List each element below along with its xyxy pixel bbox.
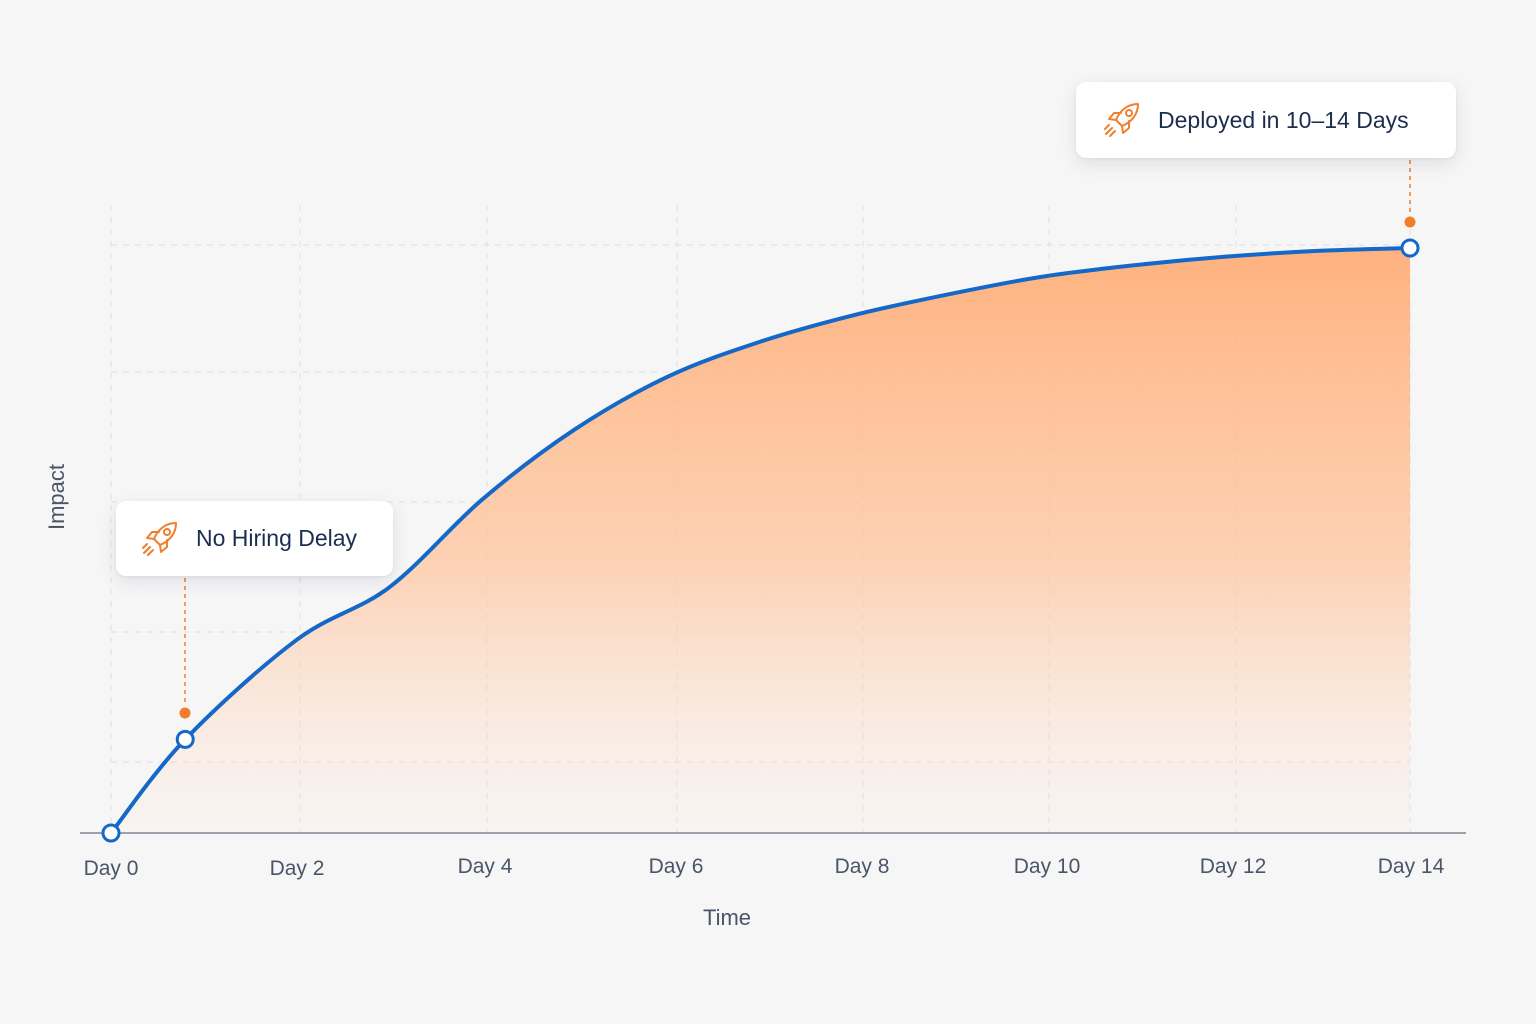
annotation-connectors <box>179 160 1416 719</box>
x-tick-label: Day 4 <box>458 855 513 878</box>
data-point <box>1400 238 1420 258</box>
x-axis-title: Time <box>703 905 751 930</box>
x-tick-label: Day 6 <box>649 855 704 878</box>
annotation-dot <box>179 707 191 719</box>
annotation-deployed: Deployed in 10–14 Days <box>1076 82 1456 158</box>
x-tick-label: Day 0 <box>84 857 139 880</box>
annotation-dot <box>1404 216 1416 228</box>
data-point <box>175 729 195 749</box>
y-axis-title: Impact <box>44 464 69 530</box>
x-tick-label: Day 10 <box>1014 855 1081 878</box>
rocket-icon <box>142 521 177 556</box>
area-fill <box>111 248 1410 833</box>
annotation-label: Deployed in 10–14 Days <box>1158 106 1409 133</box>
x-tick-label: Day 14 <box>1378 855 1445 878</box>
x-tick-label: Day 2 <box>270 857 325 880</box>
x-tick-label: Day 12 <box>1200 855 1267 878</box>
annotation-label: No Hiring Delay <box>196 525 358 551</box>
series-line <box>109 246 1412 835</box>
x-tick-labels: Day 0 Day 2 Day 4 Day 6 Day 8 Day 10 Day 12 Day… <box>84 855 1445 880</box>
annotation-no-hiring-delay: No Hiring Delay <box>116 501 393 576</box>
data-point <box>101 823 121 843</box>
rocket-icon <box>1104 103 1139 137</box>
x-tick-label: Day 8 <box>835 855 890 878</box>
data-markers <box>101 238 1420 843</box>
